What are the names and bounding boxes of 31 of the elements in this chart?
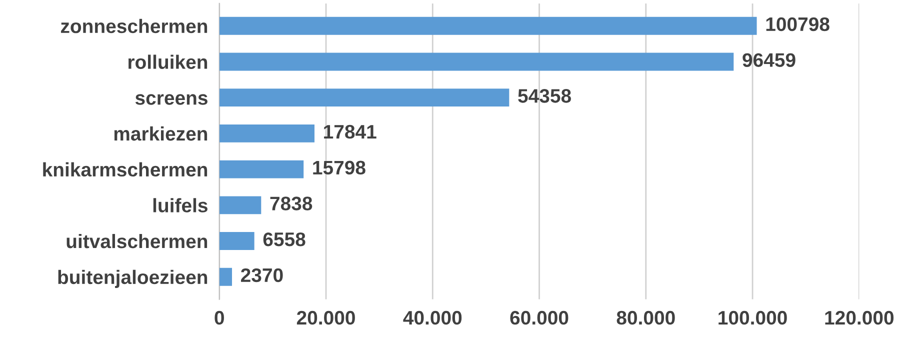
bar — [219, 160, 304, 178]
data-label: 96459 — [742, 53, 796, 67]
bar — [219, 124, 314, 142]
y-tick-label: markiezen — [114, 126, 208, 141]
y-tick-label: rolluiken — [128, 54, 208, 69]
data-label: 17841 — [324, 124, 376, 139]
y-tick-label: zonneschermen — [61, 18, 208, 34]
x-tick-label: 0 — [214, 310, 224, 325]
y-tick-label: buitenjaloezieen — [58, 270, 208, 288]
data-label: 15798 — [313, 160, 366, 175]
data-label: 2370 — [241, 268, 283, 282]
bar — [219, 52, 734, 71]
y-tick-label: knikarmschermen — [43, 162, 208, 177]
x-tick-label: 120.000 — [825, 310, 894, 325]
y-tick-label: screens — [135, 94, 208, 105]
bar — [219, 268, 232, 286]
bar — [219, 232, 254, 250]
x-tick-label: 60.000 — [510, 310, 568, 325]
bar — [219, 196, 262, 214]
x-tick-label: 40.000 — [403, 310, 462, 325]
bar — [219, 88, 510, 107]
data-label: 100798 — [766, 17, 830, 32]
x-tick-label: 80.000 — [616, 310, 675, 325]
y-tick-label: luifels — [153, 198, 208, 212]
x-tick-label: 20.000 — [296, 310, 355, 325]
bar — [219, 16, 757, 35]
data-label: 54358 — [518, 89, 571, 103]
x-tick-label: 100.000 — [718, 310, 787, 325]
data-label: 7838 — [270, 196, 312, 210]
data-label: 6558 — [263, 232, 306, 246]
y-tick-label: uitvalschermen — [66, 234, 208, 248]
